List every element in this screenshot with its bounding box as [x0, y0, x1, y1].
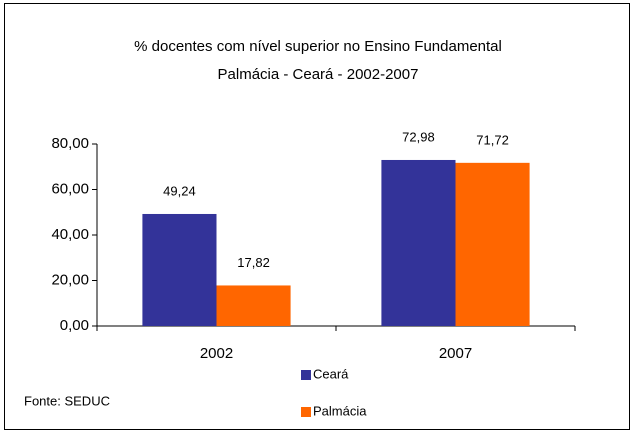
x-tick-label: 2007 — [439, 345, 472, 362]
x-tick-label: 2002 — [200, 345, 233, 362]
bar — [142, 213, 217, 326]
y-tick-label: 20,00 — [51, 271, 89, 288]
bar — [381, 159, 456, 326]
bar — [216, 285, 291, 326]
chart-subtitle: Palmácia - Ceará - 2002-2007 — [218, 66, 419, 83]
legend-label: Ceará — [313, 366, 349, 381]
data-label: 49,24 — [163, 183, 196, 198]
bar — [455, 162, 530, 326]
legend-swatch — [301, 407, 311, 417]
y-tick-label: 80,00 — [51, 135, 89, 152]
y-tick-label: 0,00 — [60, 317, 89, 334]
chart-title: % docentes com nível superior no Ensino … — [134, 38, 502, 55]
y-tick-label: 40,00 — [51, 226, 89, 243]
y-tick-label: 60,00 — [51, 180, 89, 197]
legend-label: Palmácia — [313, 403, 367, 418]
data-label: 17,82 — [237, 255, 270, 270]
data-label: 71,72 — [476, 132, 509, 147]
source-note: Fonte: SEDUC — [24, 393, 110, 408]
legend-swatch — [301, 370, 311, 380]
data-label: 72,98 — [402, 129, 435, 144]
